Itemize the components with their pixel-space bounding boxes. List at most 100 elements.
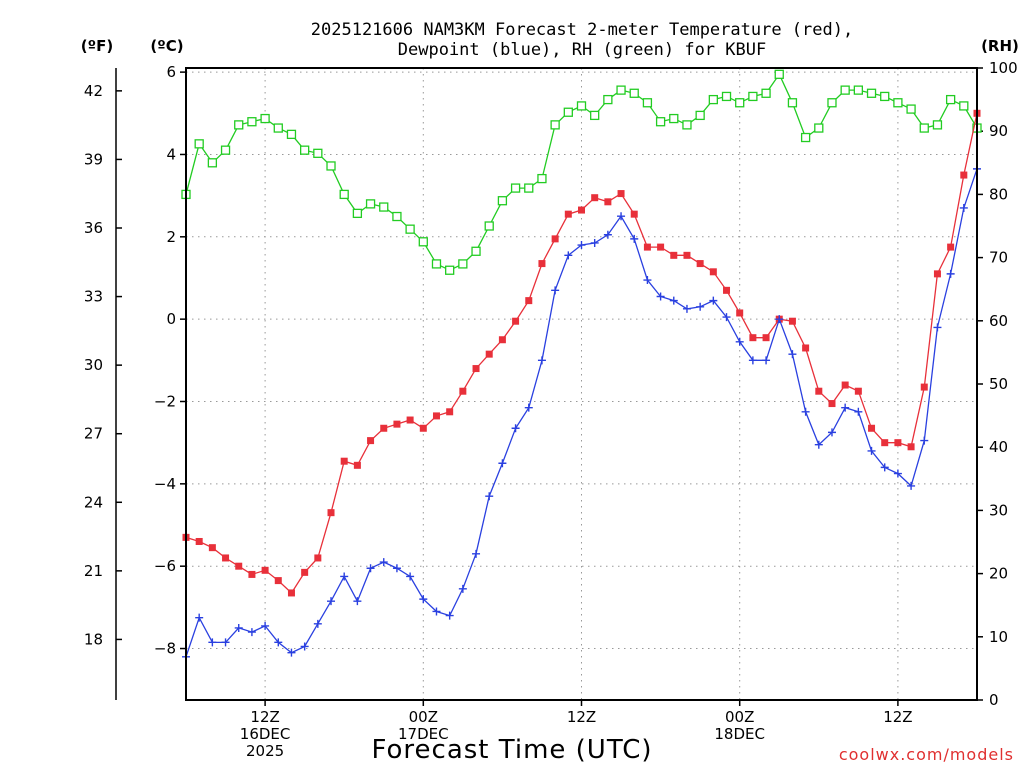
dewpoint-point bbox=[867, 446, 876, 455]
dewpoint-point bbox=[247, 628, 256, 637]
temperature-point bbox=[340, 457, 348, 465]
rh-point bbox=[932, 120, 943, 130]
dewpoint-point bbox=[419, 595, 428, 604]
dewpoint-point bbox=[775, 315, 784, 324]
dewpoint-point bbox=[234, 623, 243, 632]
rh-point bbox=[866, 88, 877, 98]
rh-point bbox=[405, 224, 415, 234]
temperature-point bbox=[591, 194, 599, 202]
dewpoint-point bbox=[313, 619, 322, 628]
rh-point bbox=[445, 265, 455, 275]
rh-point bbox=[748, 91, 758, 102]
series-line bbox=[185, 113, 978, 595]
fahrenheit-tick-label: 33 bbox=[84, 288, 103, 306]
rh-point bbox=[669, 113, 679, 124]
time-tick-label: 2025 bbox=[246, 742, 284, 760]
plot-frame bbox=[185, 67, 978, 701]
rh-point bbox=[220, 145, 231, 155]
fahrenheit-tick-label: 39 bbox=[84, 150, 103, 168]
temperature-point bbox=[222, 554, 230, 562]
temperature-point bbox=[683, 251, 691, 259]
rh-point bbox=[761, 88, 771, 98]
temperature-point bbox=[406, 416, 414, 424]
rh-point bbox=[774, 69, 784, 79]
temperature-point bbox=[551, 235, 559, 243]
fahrenheit-axis: 42 39 36 33 30 27 24 21 18 bbox=[84, 68, 122, 700]
fahrenheit-unit-label: (ºF) bbox=[81, 37, 113, 55]
rh-tick-label: 100 bbox=[989, 59, 1018, 77]
dewpoint-point bbox=[735, 337, 744, 346]
rh-point bbox=[194, 139, 204, 149]
grid-lines bbox=[186, 68, 977, 700]
temperature-point bbox=[670, 251, 678, 259]
rh-point bbox=[800, 132, 811, 143]
dewpoint-point bbox=[511, 424, 520, 433]
rh-point bbox=[880, 91, 890, 102]
celsius-tick-label: −4 bbox=[154, 475, 176, 493]
dewpoint-point bbox=[366, 564, 375, 573]
temperature-point bbox=[314, 554, 322, 562]
dewpoint-point bbox=[603, 230, 612, 239]
dewpoint-point bbox=[406, 572, 415, 581]
dewpoint-point bbox=[287, 648, 296, 657]
dewpoint-point bbox=[261, 621, 270, 630]
temperature-point bbox=[828, 400, 836, 408]
temperature-point bbox=[485, 350, 493, 358]
dewpoint-point bbox=[617, 212, 626, 221]
temperature-point bbox=[525, 297, 533, 305]
rh-point bbox=[603, 94, 613, 105]
temperature-point bbox=[933, 270, 941, 278]
dewpoint-point bbox=[300, 642, 309, 651]
temperature-point bbox=[723, 286, 731, 294]
rh-point bbox=[234, 120, 244, 130]
dewpoint-point bbox=[696, 302, 705, 311]
temperature-point bbox=[367, 437, 375, 445]
temperature-point bbox=[604, 198, 612, 206]
temperature-point bbox=[538, 260, 546, 268]
dewpoint-point bbox=[274, 638, 283, 647]
temperature-point bbox=[208, 544, 216, 552]
temperature-point bbox=[630, 210, 638, 218]
temperature-point bbox=[643, 243, 651, 251]
fahrenheit-tick-label: 24 bbox=[84, 493, 103, 511]
temperature-point bbox=[881, 439, 889, 447]
dewpoint-point bbox=[195, 613, 204, 622]
temperature-point bbox=[446, 408, 454, 416]
rh-point bbox=[721, 91, 732, 102]
rh-tick-label: 50 bbox=[989, 375, 1008, 393]
time-tick-label: 12Z bbox=[567, 708, 596, 726]
celsius-tick-label: −6 bbox=[154, 557, 176, 575]
temperature-point bbox=[709, 268, 717, 276]
dewpoint-point bbox=[590, 238, 599, 247]
fahrenheit-tick-label: 27 bbox=[84, 425, 103, 443]
dewpoint-point bbox=[959, 203, 968, 212]
dewpoint-point bbox=[551, 286, 560, 295]
dewpoint-point bbox=[392, 564, 401, 573]
temperature-point bbox=[301, 568, 309, 576]
temperature-point bbox=[564, 210, 572, 218]
dewpoint-point bbox=[577, 241, 586, 250]
series-rh bbox=[181, 69, 982, 275]
dewpoint-point bbox=[788, 350, 797, 359]
dewpoint-point bbox=[801, 407, 810, 416]
rh-point bbox=[497, 196, 508, 206]
dewpoint-point bbox=[208, 638, 217, 647]
series-dewpoint bbox=[182, 164, 981, 661]
rh-point bbox=[906, 104, 916, 114]
temperature-point bbox=[657, 243, 665, 251]
time-tick-label: 18DEC bbox=[714, 725, 765, 743]
temperature-point bbox=[419, 424, 427, 432]
rh-point bbox=[458, 259, 468, 269]
rh-tick-label: 10 bbox=[989, 628, 1008, 646]
temperature-point bbox=[696, 260, 704, 268]
x-axis-label: Forecast Time (UTC) bbox=[371, 735, 652, 765]
dewpoint-point bbox=[762, 356, 771, 365]
celsius-tick-label: −8 bbox=[154, 640, 176, 658]
fahrenheit-tick-label: 21 bbox=[84, 562, 103, 580]
rh-point bbox=[247, 117, 257, 127]
temperature-point bbox=[802, 344, 810, 352]
rh-point bbox=[207, 158, 218, 168]
rh-point bbox=[260, 113, 270, 124]
